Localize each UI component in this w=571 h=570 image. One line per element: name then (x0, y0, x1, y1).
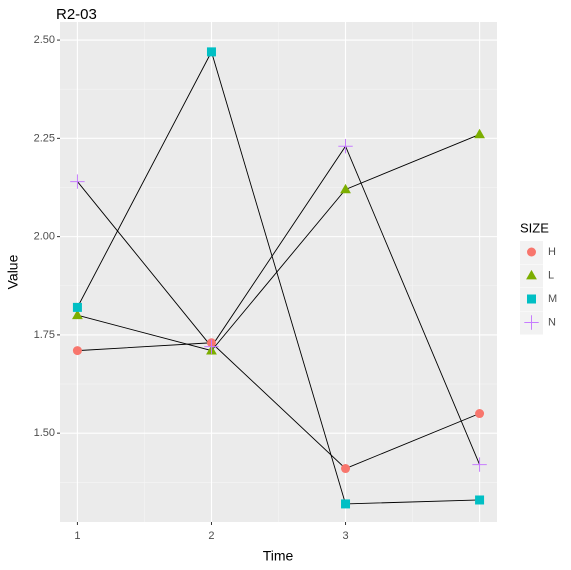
lines (77, 50, 480, 505)
x-tick-label: 1 (74, 530, 80, 542)
point (341, 464, 351, 474)
point (206, 47, 216, 57)
point (204, 339, 219, 354)
series-line (77, 145, 480, 465)
legend-label: N (548, 316, 556, 328)
series-line (77, 50, 480, 505)
legend-label: L (548, 269, 554, 281)
point (72, 302, 82, 312)
point (70, 174, 85, 189)
legend-label: M (548, 293, 557, 305)
y-tick-label: 2.50 (34, 34, 55, 46)
series-line (77, 134, 480, 352)
legend-symbol (527, 294, 536, 304)
chart-title: R2-03 (56, 6, 97, 23)
legend-label: H (548, 246, 556, 258)
y-tick-label: 2.00 (34, 231, 55, 243)
point (338, 139, 353, 154)
legend-symbol (524, 315, 539, 330)
point (72, 346, 82, 356)
legend-title: SIZE (520, 220, 549, 235)
point (475, 409, 485, 419)
point (340, 183, 351, 194)
point (72, 309, 83, 320)
y-tick-label: 1.50 (34, 427, 55, 439)
series-line (77, 342, 480, 470)
x-tick-label: 2 (208, 530, 214, 542)
y-axis-label: Value (5, 254, 21, 289)
grid (60, 22, 497, 522)
y-tick-label: 2.25 (34, 132, 55, 144)
x-tick-label: 3 (342, 530, 348, 542)
point (472, 457, 487, 472)
point (475, 495, 485, 505)
y-tick-label: 1.75 (34, 329, 55, 341)
point (474, 128, 485, 139)
x-axis-label: Time (263, 548, 294, 564)
point (341, 499, 351, 509)
legend-symbol (526, 269, 537, 280)
legend-symbol (527, 247, 536, 257)
points (70, 47, 487, 509)
